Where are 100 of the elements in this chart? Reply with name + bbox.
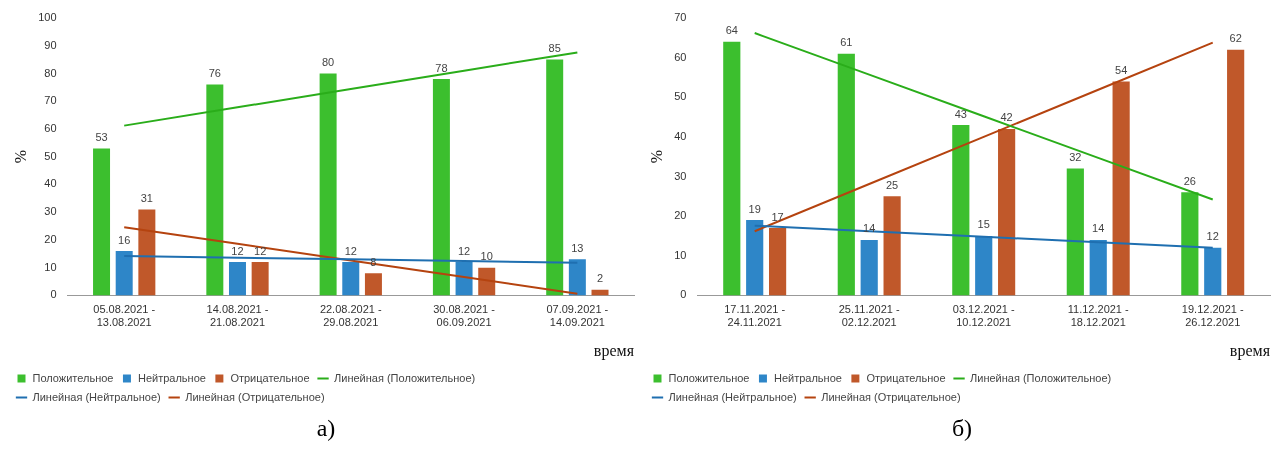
data-label: 19 xyxy=(748,202,761,215)
data-label: 43 xyxy=(954,107,967,120)
y-tick-label: 40 xyxy=(674,129,687,142)
y-tick-label: 20 xyxy=(44,232,57,245)
data-label: 31 xyxy=(140,191,153,204)
bar xyxy=(952,125,970,296)
data-label: 64 xyxy=(725,24,738,37)
x-tick-label: 25.11.2021 - 02.12.2021 xyxy=(838,303,901,329)
data-label: 54 xyxy=(1115,63,1128,76)
y-tick-label: 0 xyxy=(50,288,57,301)
data-label: 12 xyxy=(457,244,471,257)
legend-label: Линейная (Отрицательное) xyxy=(185,390,325,403)
data-label: 32 xyxy=(1069,151,1082,164)
data-label: 15 xyxy=(977,218,990,231)
legend-label: Нейтральное xyxy=(773,371,842,384)
data-label: 13 xyxy=(571,241,584,254)
data-label: 16 xyxy=(118,233,131,246)
legend-label: Линейная (Нейтральное) xyxy=(668,390,797,403)
data-label: 80 xyxy=(321,56,335,69)
data-label: 17 xyxy=(771,210,784,223)
legend-label: Нейтральное xyxy=(137,371,206,384)
x-axis-title: время xyxy=(593,341,635,360)
bar xyxy=(883,196,901,296)
bar xyxy=(1089,239,1107,296)
bar xyxy=(93,148,111,296)
text: а) xyxy=(316,414,336,443)
bar xyxy=(837,53,855,296)
bar xyxy=(568,259,586,296)
bar xyxy=(769,228,787,296)
bar xyxy=(723,41,741,296)
y-tick-label: 10 xyxy=(674,248,687,261)
data-label: 53 xyxy=(95,130,108,143)
data-label: 12 xyxy=(254,244,267,257)
bar xyxy=(1204,247,1222,296)
x-tick-label: 14.08.2021 - 21.08.2021 xyxy=(206,303,269,329)
x-tick-label: 05.08.2021 - 13.08.2021 xyxy=(93,303,156,329)
legend-label: Отрицательное xyxy=(866,371,946,384)
bar xyxy=(1112,81,1130,296)
y-axis-title: % xyxy=(11,150,29,164)
bar xyxy=(138,209,156,296)
legend-label: Линейная (Положительное) xyxy=(334,371,476,384)
y-tick-label: 20 xyxy=(674,209,687,222)
bar xyxy=(975,235,993,296)
bar xyxy=(998,128,1016,296)
y-tick-label: 70 xyxy=(44,94,57,107)
legend-label: Линейная (Нейтральное) xyxy=(32,390,161,403)
data-label: 8 xyxy=(370,255,377,268)
bar xyxy=(206,84,224,296)
bar xyxy=(1066,168,1084,296)
y-tick-label: 60 xyxy=(44,121,57,134)
bar xyxy=(319,73,337,296)
y-tick-label: 50 xyxy=(44,149,57,162)
y-tick-label: 80 xyxy=(44,66,57,79)
y-tick-label: 50 xyxy=(674,90,687,103)
bar xyxy=(251,262,269,296)
data-label: 26 xyxy=(1183,174,1196,187)
legend-label: Линейная (Отрицательное) xyxy=(821,390,961,403)
data-label: 85 xyxy=(548,42,561,55)
x-tick-label: 03.12.2021 - 10.12.2021 xyxy=(952,303,1015,329)
legend-label: Отрицательное xyxy=(230,371,310,384)
bar xyxy=(115,251,133,296)
x-tick-label: 07.09.2021 - 14.09.2021 xyxy=(546,303,609,329)
bar xyxy=(478,267,496,296)
bar xyxy=(432,79,450,296)
y-tick-label: 30 xyxy=(44,205,57,218)
legend-label: Линейная (Положительное) xyxy=(970,371,1112,384)
x-tick-label: 11.12.2021 - 18.12.2021 xyxy=(1067,303,1130,329)
x-tick-label: 30.08.2021 - 06.09.2021 xyxy=(433,303,496,329)
data-label: 78 xyxy=(435,61,448,74)
bar xyxy=(860,239,878,296)
x-tick-label: 22.08.2021 - 29.08.2021 xyxy=(319,303,382,329)
data-label: 42 xyxy=(1000,111,1013,124)
y-tick-label: 90 xyxy=(44,38,57,51)
data-label: 62 xyxy=(1229,32,1242,45)
x-axis-title: время xyxy=(1229,341,1271,360)
legend-label: Положительное xyxy=(668,371,750,384)
data-label: 2 xyxy=(596,272,604,285)
text: б) xyxy=(951,414,973,443)
y-tick-label: 10 xyxy=(44,260,57,273)
bar xyxy=(591,289,609,296)
data-label: 12 xyxy=(344,244,357,257)
y-tick-label: 30 xyxy=(674,169,687,182)
bar xyxy=(228,262,246,296)
data-label: 12 xyxy=(1206,230,1219,243)
x-tick-label: 19.12.2021 - 26.12.2021 xyxy=(1181,303,1244,329)
bar xyxy=(1181,192,1199,296)
bar xyxy=(342,262,360,296)
x-tick-label: 17.11.2021 - 24.11.2021 xyxy=(724,303,786,329)
data-label: 76 xyxy=(208,67,221,80)
data-label: 25 xyxy=(885,178,899,191)
y-tick-label: 0 xyxy=(680,288,687,301)
y-tick-label: 70 xyxy=(674,11,687,24)
bar xyxy=(364,273,382,296)
y-axis-title: % xyxy=(647,150,665,164)
bar xyxy=(546,59,564,296)
data-label: 14 xyxy=(1092,222,1105,235)
legend-label: Положительное xyxy=(32,371,114,384)
data-label: 10 xyxy=(480,250,493,263)
data-label: 61 xyxy=(840,36,853,49)
bar xyxy=(455,262,473,296)
